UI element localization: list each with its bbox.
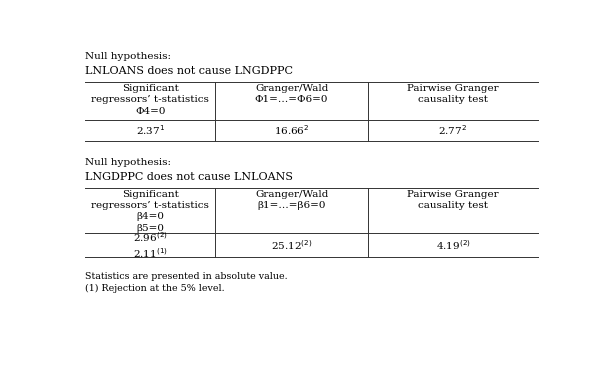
Text: Pairwise Granger
causality test: Pairwise Granger causality test [407,84,499,105]
Text: Pairwise Granger
causality test: Pairwise Granger causality test [407,190,499,210]
Text: Statistics are presented in absolute value.: Statistics are presented in absolute val… [85,272,288,281]
Text: Null hypothesis:: Null hypothesis: [85,158,171,167]
Text: 25.12$^{(2)}$: 25.12$^{(2)}$ [271,238,313,252]
Text: Null hypothesis:: Null hypothesis: [85,52,171,61]
Text: 2.96$^{(2)}$
2.11$^{(1)}$: 2.96$^{(2)}$ 2.11$^{(1)}$ [133,230,168,260]
Text: 2.37$^{1}$: 2.37$^{1}$ [136,123,165,137]
Text: LNLOANS does not cause LNGDPPC: LNLOANS does not cause LNGDPPC [85,66,294,76]
Text: 16.66$^{2}$: 16.66$^{2}$ [274,123,309,137]
Text: Significant
regressors’ t-statistics
β4=0
β5=0: Significant regressors’ t-statistics β4=… [91,190,209,233]
Text: Granger/Wald
β1=…=β6=0: Granger/Wald β1=…=β6=0 [255,190,328,210]
Text: 4.19$^{(2)}$: 4.19$^{(2)}$ [435,238,471,252]
Text: (1) Rejection at the 5% level.: (1) Rejection at the 5% level. [85,284,225,293]
Text: Granger/Wald
Φ1=…=Φ6=0: Granger/Wald Φ1=…=Φ6=0 [255,84,328,105]
Text: 2.77$^{2}$: 2.77$^{2}$ [438,123,468,137]
Text: LNGDPPC does not cause LNLOANS: LNGDPPC does not cause LNLOANS [85,172,294,182]
Text: Significant
regressors’ t-statistics
Φ4=0: Significant regressors’ t-statistics Φ4=… [91,84,209,116]
